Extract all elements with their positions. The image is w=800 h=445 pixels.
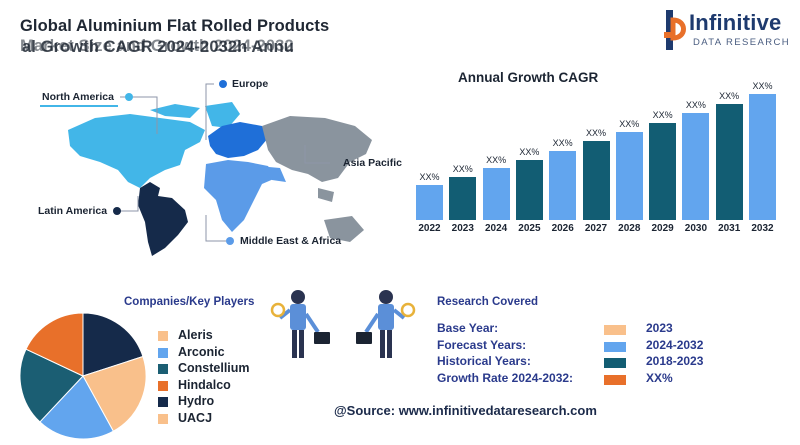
legend-swatch [158,331,168,341]
bar-value-label: XX% [685,99,706,110]
research-row-value: 2023 [646,321,673,335]
source-credit: @Source: www.infinitivedataresearch.com [334,403,597,418]
x-tick-label: 2024 [484,223,508,234]
map-dot-asia-pacific [330,159,338,167]
pie-slice-hydro [82,312,144,377]
report-title-line-2: Market Size and Growth 2024-2032 [20,37,294,55]
x-tick-label: 2027 [584,223,608,234]
map-region-north-america [68,114,205,188]
pie-slice-constellium [19,348,84,423]
research-covered-title: Research Covered [437,296,538,308]
bar-value-label: XX% [752,81,773,91]
research-row-swatch [604,325,626,335]
map-region-middle-east-africa [204,160,276,232]
bar-value-label: XX% [552,137,573,148]
legend-label: Arconic [178,344,225,359]
chart-title: Annual Growth CAGR [458,70,599,85]
bar-value-label: XX% [719,91,740,102]
pie-slice-aleris [82,355,147,432]
legend-label: Hindalco [178,377,231,392]
bar-2026 [549,150,577,220]
legend-label: Aleris [178,328,213,342]
legend-swatch [158,397,168,408]
x-tick-label: 2026 [551,223,574,234]
companies-pie-chart [19,312,147,440]
logo-wordmark: Infinitive [689,10,782,35]
bar-value-label: XX% [419,172,440,183]
research-row-swatch [604,374,626,385]
bar-value-label: XX% [652,110,673,121]
research-row-label: Growth Rate 2024-2032: [437,370,574,385]
map-label-north-america: North America [42,91,114,103]
x-tick-label: 2031 [718,223,741,234]
map-dot-europe [219,80,227,88]
map-dot-middle-east-africa [226,237,234,245]
bar-2022 [416,185,443,220]
bar-value-label: XX% [486,155,507,166]
bar-value-label: XX% [619,118,640,129]
legend-swatch [158,364,168,375]
map-label-middle-east-africa: Middle East & Africa [240,235,342,247]
company-logo: Infinitive DATA RESEARCH [663,8,793,52]
map-callouts [40,80,338,245]
pie-slice-arconic [39,375,115,440]
world-map [68,102,372,256]
x-tick-label: 2025 [518,223,541,234]
bar-value-label: XX% [452,163,473,174]
research-row-value: XX% [646,370,673,385]
business-person-right-figure [356,290,416,358]
pie-slice-hindalco [25,312,84,377]
map-dot-north-america [125,93,133,101]
legend-swatch [158,414,168,424]
bar-2024 [482,168,510,220]
bar-2025 [515,159,543,220]
bar-2032 [749,94,776,220]
report-title-overlap-text: al Growth CAGR 2024-2032h Annu [22,38,294,56]
research-row-swatch [604,341,626,352]
bar-2030 [682,112,710,220]
report-title-line-1: Global Aluminium Flat Rolled Products [20,17,330,35]
research-row-value: 2018-2023 [646,354,704,368]
map-label-latin-america: Latin America [38,205,108,217]
x-tick-label: 2023 [451,223,474,234]
research-row-value: 2024-2032 [646,337,704,352]
map-region-asia-pacific [262,116,372,182]
bar-2028 [615,131,643,220]
map-region-latin-america [138,182,188,256]
bar-2029 [649,123,677,220]
companies-title: Companies/Key Players [124,296,255,308]
research-row-swatch [604,358,626,368]
map-region-europe [208,122,268,158]
x-tick-label: 2029 [651,223,674,234]
legend-label: UACJ [178,411,213,425]
x-tick-label: 2022 [418,223,441,234]
map-dot-latin-america [113,207,121,215]
legend-label: Constellium [178,361,250,376]
logo-mark-icon [664,10,686,50]
research-row-label: Base Year: [437,321,499,335]
bar-value-label: XX% [519,146,540,157]
bar-2027 [582,140,610,220]
business-person-left-figure [270,290,330,358]
map-label-europe: Europe [232,78,269,90]
x-tick-label: 2032 [751,223,774,234]
bar-2031 [715,104,743,220]
logo-tagline: DATA RESEARCH [693,37,791,48]
research-row-label: Historical Years: [437,354,531,368]
x-tick-label: 2028 [618,223,641,234]
x-tick-label: 2030 [684,223,708,234]
legend-swatch [158,380,168,391]
bar-2023 [449,176,477,220]
legend-label: Hydro [178,394,215,409]
map-label-asia-pacific: Asia Pacific [343,157,402,169]
research-row-label: Forecast Years: [437,337,527,352]
legend-swatch [158,347,168,358]
bar-value-label: XX% [585,127,606,138]
